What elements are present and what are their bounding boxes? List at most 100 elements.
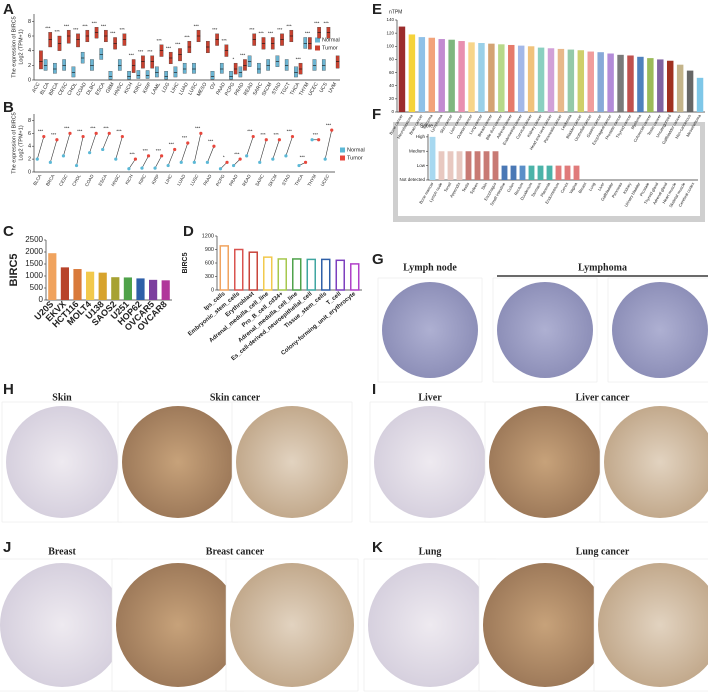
bar [73,269,82,300]
x-tick-label: PRAD [228,173,239,187]
legend-swatch [340,155,345,161]
significance-label: *** [221,38,227,43]
point [127,167,131,171]
x-tick-label: Kidney [622,182,632,195]
x-tick-label: Colon [506,182,516,194]
significance-label: *** [82,23,88,28]
tissue-title: Skin cancer [210,392,261,403]
significance-label: *** [90,126,96,131]
point [153,166,157,170]
legend-label: Tumor [322,45,338,51]
y-tick-label: Medium [409,148,425,153]
x-tick-label: Testis [461,182,470,193]
significance-label: *** [326,122,332,127]
bar [277,258,287,291]
point [199,131,203,135]
bar [557,48,565,112]
x-tick-label: HNSC [110,173,121,187]
x-tick-label: Vagina [568,181,579,195]
tissue-title: Liver cancer [576,392,631,403]
significance-label: *** [277,27,283,32]
box [233,62,238,75]
bar [60,267,69,300]
point [323,157,327,161]
bar [501,165,508,180]
bar [123,277,132,300]
y-tick-label: 6 [28,131,31,137]
point [251,134,255,139]
box [99,48,104,60]
point [303,160,308,164]
x-tick-label: KIRC [132,81,143,95]
box [243,59,247,71]
bar [456,151,463,180]
box [266,59,270,71]
point [74,163,79,168]
panel-letter: K [372,539,383,556]
pair-line [194,133,202,163]
y-tick-label: 6 [28,33,31,39]
y-tick-label: 2000 [25,247,43,256]
box [43,59,48,71]
x-tick-label: BLCA [32,174,42,187]
point [258,160,262,164]
box [219,62,224,74]
point [140,166,144,170]
box [312,59,317,71]
x-tick-label: KIRP [151,174,161,186]
bar [537,47,545,112]
tissue-core [122,406,234,518]
pair-line [324,130,333,160]
point [159,154,164,158]
significance-label: *** [119,27,125,32]
x-tick-label: ESCA [94,81,106,96]
bar [448,39,455,112]
box [71,66,76,78]
significance-label: * [232,56,234,61]
y-tick-label: 1200 [202,233,214,239]
point [88,151,92,155]
box [321,59,326,71]
significance-label: *** [51,132,57,137]
point [192,160,196,164]
significance-label: *** [212,27,218,32]
y-axis-label: BIRC5 [8,253,20,286]
significance-label: *** [268,31,274,36]
y-axis-label: The expression of BIRC5 [11,112,17,173]
bar [637,56,644,112]
point [264,138,268,142]
box [238,66,243,78]
y-tick-label: 300 [205,274,214,280]
bar [627,55,634,112]
significance-label: *** [116,129,122,134]
significance-label: *** [156,148,162,153]
point [173,147,177,152]
point [133,157,138,161]
bar [517,45,525,112]
pair-line [115,136,123,160]
point [61,154,66,158]
significance-label: *** [259,31,265,36]
y-tick-label: 900 [205,247,214,253]
y-tick-label: 8 [28,118,31,124]
tissue-core [236,406,348,518]
pair-line [76,136,84,166]
point [231,163,236,168]
bar [161,280,170,300]
x-tick-label: READ [241,173,252,187]
point [35,157,39,161]
bar [306,258,316,291]
point [205,160,210,164]
y-tick-label: 2 [28,157,31,163]
box [108,71,113,80]
point [186,141,190,145]
box [247,55,252,67]
tissue-title: Lymph node [403,262,457,273]
bar [498,44,505,112]
pair-line [167,149,175,166]
y-axis-label: BIRC5 [182,252,189,273]
x-tick-label: Spleen [469,182,480,195]
x-tick-label: PAAD [202,173,213,186]
significance-label: *** [323,20,329,25]
pair-line [207,146,215,163]
